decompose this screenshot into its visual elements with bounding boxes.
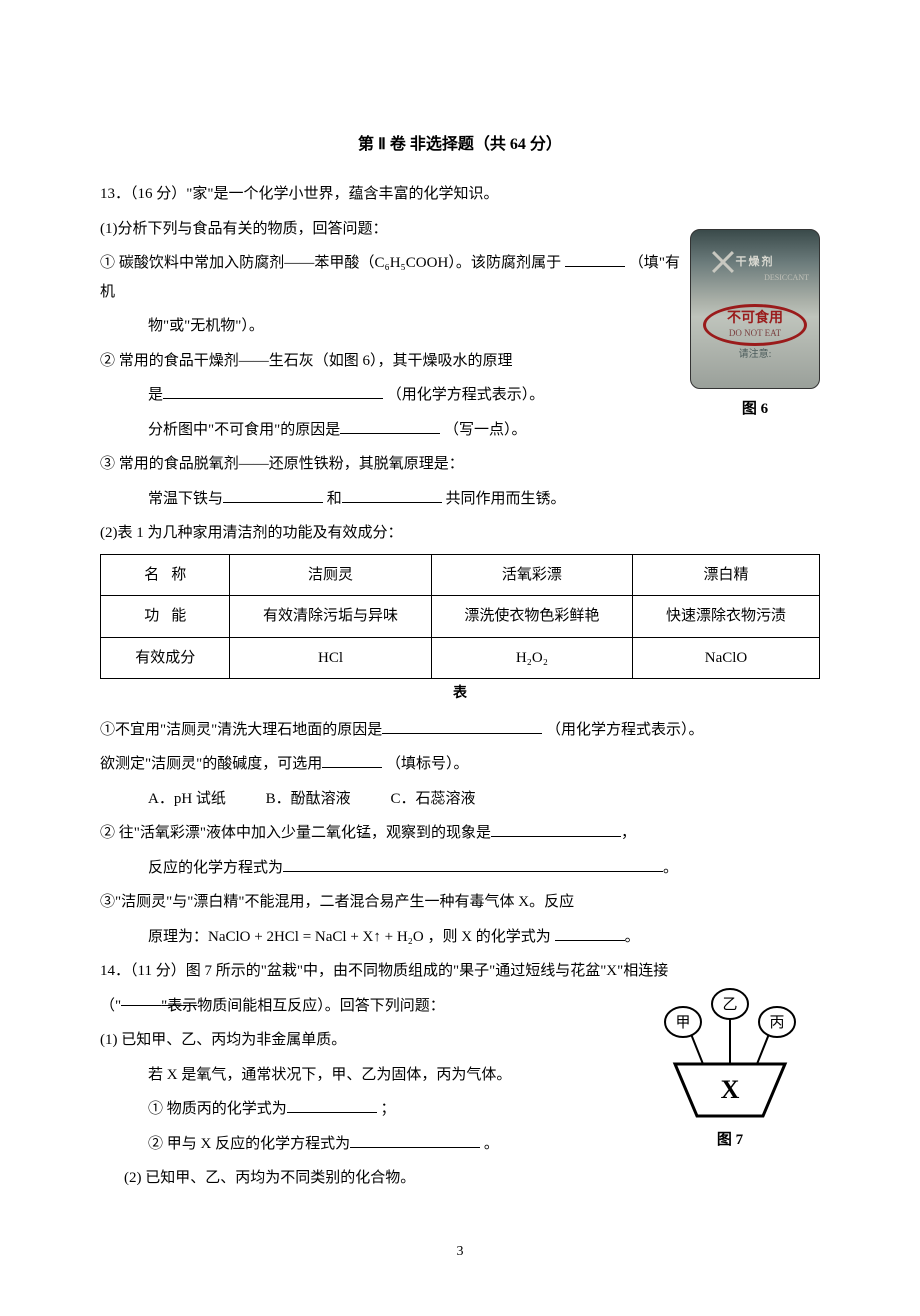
cell-r2c3: 漂洗使衣物色彩鲜艳 (431, 596, 632, 638)
q13b-i2-c: 反应的化学方程式为 (148, 860, 283, 876)
q13-i3-line2: 常温下铁与 和 共同作用而生锈。 (100, 485, 820, 514)
q13b-i1-a: ①不宜用"洁厕灵"清洗大理石地面的原因是 (100, 722, 382, 738)
blank (342, 488, 442, 503)
packet-sub-text: DESICCANT (764, 270, 809, 285)
q13b-i1-line2: 欲测定"洁厕灵"的酸碱度，可选用 （填标号）。 (100, 750, 820, 779)
svg-text:乙: 乙 (722, 997, 737, 1013)
q13-i1-a: ① 碳酸饮料中常加入防腐剂——苯甲酸（C₆H₅COOH）。该防腐剂属于 (100, 255, 565, 271)
option-c: C．石蕊溶液 (390, 791, 475, 807)
table-row: 有效成分 HCl H₂O₂ NaClO (101, 637, 820, 679)
connector-line-icon (121, 1005, 161, 1006)
q13-i2-b: 是 (148, 387, 163, 403)
blank (565, 252, 625, 267)
q13-p2: (2)表 1 为几种家用清洁剂的功能及有效成分： (100, 519, 820, 548)
q13b-i2-a: ② 往"活氧彩漂"液体中加入少量二氧化锰，观察到的现象是 (100, 825, 491, 841)
q14-p1i2-text: ② 甲与 X 反应的化学方程式为 (148, 1136, 350, 1152)
svg-text:丙: 丙 (769, 1015, 784, 1031)
table-row: 功能 有效清除污垢与异味 漂洗使衣物色彩鲜艳 快速漂除衣物污渍 (101, 596, 820, 638)
table-caption: 表 (100, 681, 820, 708)
packet-x-icon (709, 248, 737, 276)
cell-r3c3: H₂O₂ (431, 637, 632, 679)
packet-oval: 不可食用 DO NOT EAT (703, 304, 807, 346)
q13b-i2-d: 。 (663, 860, 678, 876)
blank (382, 719, 542, 734)
option-b: B．酚酞溶液 (266, 791, 351, 807)
blank (163, 384, 383, 399)
q13b-i3-c: 。 (625, 929, 640, 945)
cell-r2c2: 有效清除污垢与异味 (230, 596, 431, 638)
packet-oval-cn: 不可食用 (727, 312, 783, 326)
cell-r1c3: 活氧彩漂 (431, 554, 632, 596)
q13-i2-d: 分析图中"不可食用"的原因是 (148, 422, 340, 438)
q13b-i3-b: 原理为：NaClO + 2HCl = NaCl + X↑ + H₂O ，则 X … (148, 929, 555, 945)
blank (555, 926, 625, 941)
blank (491, 822, 621, 837)
svg-text:甲: 甲 (675, 1015, 690, 1031)
q13b-i1-c: 欲测定"洁厕灵"的酸碱度，可选用 (100, 756, 322, 772)
figure-7-svg: 甲 乙 丙 X (645, 982, 815, 1122)
cell-r1c1: 名称 (101, 554, 230, 596)
cell-r1c2: 洁厕灵 (230, 554, 431, 596)
cell-r2c1: 功能 (101, 596, 230, 638)
q13b-i2-line2: 反应的化学方程式为 。 (100, 854, 820, 883)
q13-i2-c: （用化学方程式表示）。 (387, 387, 545, 403)
q14-p2: (2) 已知甲、乙、丙均为不同类别的化合物。 (100, 1164, 820, 1193)
table-row: 名称 洁厕灵 活氧彩漂 漂白精 (101, 554, 820, 596)
q13b-i3-line2: 原理为：NaClO + 2HCl = NaCl + X↑ + H₂O ，则 X … (100, 923, 820, 952)
blank (283, 857, 663, 872)
cell-r3c2: HCl (230, 637, 431, 679)
q14-stem2b-strike: "表示 (161, 998, 197, 1014)
figure-6-caption: 图 6 (690, 395, 820, 424)
figure-6-container: 干燥剂 DESICCANT 不可食用 DO NOT EAT 请注意: 图 6 (690, 229, 820, 424)
packet-bottom-text: 请注意: (739, 345, 772, 364)
q13-stem: 13．（16 分）"家"是一个化学小世界，蕴含丰富的化学知识。 (100, 180, 820, 209)
cell-r3c1: 有效成分 (101, 637, 230, 679)
page-number: 3 (100, 1239, 820, 1266)
svg-text:X: X (721, 1075, 740, 1104)
q13b-i1-line1: ①不宜用"洁厕灵"清洗大理石地面的原因是 （用化学方程式表示）。 (100, 716, 820, 745)
cell-r3c4: NaClO (633, 637, 820, 679)
figure-7-container: 甲 乙 丙 X 图 7 (640, 982, 820, 1155)
q13b-i1-b: （用化学方程式表示）。 (546, 722, 704, 738)
q13b-options: A．pH 试纸 B．酚酞溶液 C．石蕊溶液 (100, 785, 820, 814)
q14-stem2c: 物质间能相互反应）。回答下列问题： (197, 998, 445, 1014)
q13b-i1-d: （填标号）。 (386, 756, 469, 772)
q14-p1i2b: 。 (480, 1136, 499, 1152)
q13-i2-e: （写一点）。 (444, 422, 527, 438)
section-title: 第 Ⅱ 卷 非选择题（共 64 分） (100, 130, 820, 160)
q14-stem2a: （" (100, 998, 121, 1014)
cleaning-table: 名称 洁厕灵 活氧彩漂 漂白精 功能 有效清除污垢与异味 漂洗使衣物色彩鲜艳 快… (100, 554, 820, 680)
desiccant-packet-image: 干燥剂 DESICCANT 不可食用 DO NOT EAT 请注意: (690, 229, 820, 389)
cell-r1c4: 漂白精 (633, 554, 820, 596)
q13-i3-c: 和 (327, 491, 342, 507)
blank (287, 1098, 377, 1113)
blank (223, 488, 323, 503)
q13-i3-b: 常温下铁与 (148, 491, 223, 507)
q13-i3-d: 共同作用而生锈。 (446, 491, 566, 507)
option-a: A．pH 试纸 (148, 791, 226, 807)
q14-p1i1-text: ① 物质丙的化学式为 (148, 1101, 287, 1117)
q13-i3-line1: ③ 常用的食品脱氧剂——还原性铁粉，其脱氧原理是： (100, 450, 820, 479)
packet-oval-en: DO NOT EAT (729, 328, 781, 339)
blank (340, 419, 440, 434)
q13b-i3-line1: ③"洁厕灵"与"漂白精"不能混用，二者混合易产生一种有毒气体 X。反应 (100, 888, 820, 917)
cell-r2c4: 快速漂除衣物污渍 (633, 596, 820, 638)
q14-p1i1b: ； (377, 1101, 396, 1117)
blank (322, 753, 382, 768)
q13b-i2-line1: ② 往"活氧彩漂"液体中加入少量二氧化锰，观察到的现象是 ， (100, 819, 820, 848)
figure-7-caption: 图 7 (640, 1126, 820, 1155)
q13b-i2-b: ， (621, 825, 636, 841)
blank (350, 1133, 480, 1148)
